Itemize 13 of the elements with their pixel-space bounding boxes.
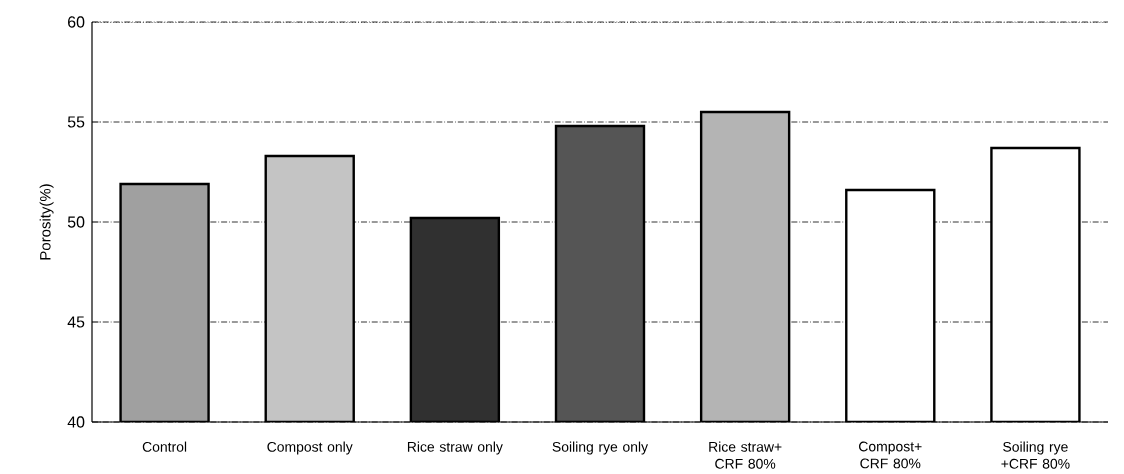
y-axis-title: Porosity(%) [39, 184, 54, 260]
y-tick-label: 40 [67, 416, 85, 428]
x-tick-label: Control [142, 441, 187, 452]
x-tick-label: Rice straw+ CRF 80% [709, 441, 782, 469]
x-tick-label: Rice straw only [407, 441, 503, 455]
x-tick-label: Compost only [267, 441, 353, 455]
x-tick-label: Compost+ CRF 80% [859, 441, 922, 469]
y-tick-label: 60 [68, 16, 85, 28]
y-tick-label: 55 [67, 116, 85, 128]
y-tick-label: 50 [67, 216, 85, 228]
x-tick-label: Soiling rye +CRF 80% [1001, 441, 1070, 469]
y-tick-label: 45 [67, 316, 85, 328]
x-tick-label: Soiling rye only [552, 441, 648, 455]
